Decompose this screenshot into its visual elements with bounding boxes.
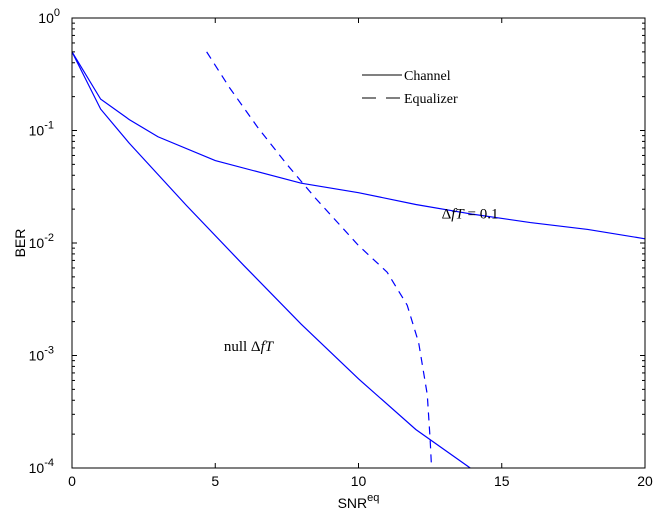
- series-line-3: [206, 51, 433, 469]
- annotation-null: null ΔfT: [224, 339, 275, 355]
- y-tick-label: 10-4: [29, 457, 54, 476]
- y-tick-label: 100: [38, 7, 60, 26]
- series-line-2: [71, 51, 471, 469]
- x-tick-label: 0: [68, 473, 76, 489]
- y-axis-label: BER: [12, 229, 28, 258]
- series-layer: [71, 51, 646, 469]
- y-tick-label: 10-3: [29, 345, 54, 364]
- annotation-delta: ΔfT = 0.1: [442, 207, 499, 223]
- annotations: ΔfT = 0.1 null ΔfT: [224, 207, 499, 355]
- legend-label: Channel: [404, 69, 451, 84]
- legend: Channel Equalizer: [362, 69, 458, 107]
- ticks-layer: 0 5 10 15 20 10-4 10-3 10-2 10-1 100: [29, 7, 653, 489]
- legend-label: Equalizer: [404, 92, 458, 107]
- y-tick-label: 10-1: [29, 120, 54, 139]
- x-axis-label: SNReq: [338, 492, 380, 511]
- x-tick-label: 10: [351, 473, 367, 489]
- x-tick-label: 20: [637, 473, 653, 489]
- x-tick-label: 5: [211, 473, 219, 489]
- y-tick-label: 10-2: [29, 232, 54, 251]
- x-tick-label: 15: [494, 473, 510, 489]
- series-line-1: [71, 51, 646, 240]
